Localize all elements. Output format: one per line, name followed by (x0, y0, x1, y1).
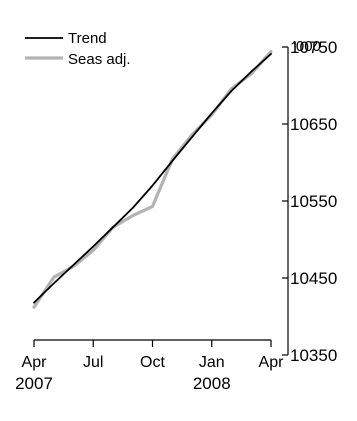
series-line-seas-adj (32, 49, 273, 309)
legend: Trend Seas adj. (25, 30, 131, 68)
x-tick-label: Jul (83, 354, 103, 371)
series-line-trend (33, 53, 272, 304)
y-tick-label: 10550 (290, 192, 337, 211)
legend-label-seas-adj: Seas adj. (68, 51, 131, 68)
x-tick-label: Apr (259, 354, 285, 371)
x-tick-label: Jan (199, 354, 225, 371)
x-tick-year-label: 2007 (15, 374, 53, 393)
x-tick-year-label: 2008 (193, 374, 231, 393)
series-lines (32, 49, 273, 309)
y-tick-label: 10350 (290, 346, 337, 365)
y-tick-label: 10650 (290, 115, 337, 134)
x-axis: Apr 2007 Jul Oct Jan 2008 Apr (15, 339, 285, 393)
legend-label-trend: Trend (68, 30, 107, 47)
y-unit-label: '000 (293, 38, 321, 55)
y-tick-label: 10450 (290, 269, 337, 288)
x-tick-label: Apr (22, 354, 48, 371)
x-tick-label: Oct (140, 354, 165, 371)
y-tick-label: 10750 (290, 38, 337, 57)
y-axis: '000 10350 10450 10550 10650 10750 (282, 38, 337, 365)
